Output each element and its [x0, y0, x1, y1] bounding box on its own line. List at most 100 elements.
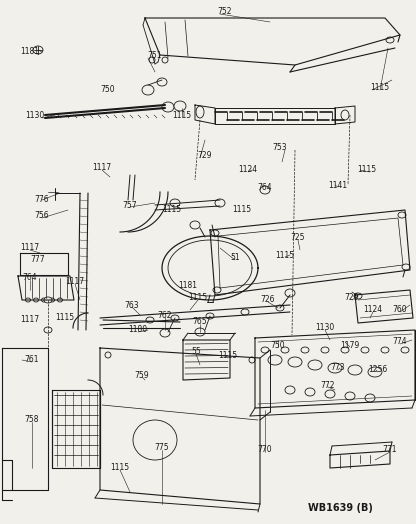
Text: 55: 55 — [191, 347, 201, 356]
Ellipse shape — [386, 37, 394, 43]
Text: 1124: 1124 — [238, 166, 258, 174]
Text: 1130: 1130 — [315, 323, 334, 333]
Text: 1124: 1124 — [364, 305, 383, 314]
Text: 729: 729 — [345, 293, 359, 302]
Ellipse shape — [213, 287, 221, 293]
Text: 752: 752 — [218, 7, 232, 16]
Ellipse shape — [162, 102, 174, 112]
Ellipse shape — [171, 315, 179, 321]
Ellipse shape — [50, 298, 54, 302]
Text: 1115: 1115 — [233, 205, 252, 214]
Text: 1117: 1117 — [20, 244, 40, 253]
Text: 774: 774 — [393, 337, 407, 346]
Text: 1181: 1181 — [178, 280, 198, 289]
Text: 759: 759 — [135, 370, 149, 379]
Ellipse shape — [365, 394, 375, 402]
Ellipse shape — [162, 57, 168, 63]
Ellipse shape — [341, 347, 349, 353]
Text: 1115: 1115 — [110, 464, 129, 473]
Text: 777: 777 — [31, 256, 45, 265]
Ellipse shape — [281, 347, 289, 353]
Ellipse shape — [133, 420, 177, 460]
Ellipse shape — [361, 347, 369, 353]
Text: WB1639 (B): WB1639 (B) — [307, 503, 372, 513]
Ellipse shape — [348, 365, 362, 375]
Text: 764: 764 — [258, 183, 272, 192]
Text: 725: 725 — [291, 234, 305, 243]
Text: 770: 770 — [258, 445, 272, 454]
Ellipse shape — [321, 347, 329, 353]
Ellipse shape — [305, 388, 315, 396]
Text: 753: 753 — [272, 144, 287, 152]
Text: 1115: 1115 — [55, 313, 74, 322]
Text: 1115: 1115 — [275, 250, 295, 259]
Text: 756: 756 — [35, 212, 50, 221]
Text: 750: 750 — [101, 85, 115, 94]
Text: 776: 776 — [35, 195, 50, 204]
Text: 764: 764 — [23, 274, 37, 282]
Ellipse shape — [44, 327, 52, 333]
Text: 729: 729 — [198, 150, 212, 159]
Text: 1256: 1256 — [369, 366, 388, 375]
Ellipse shape — [149, 57, 155, 63]
Ellipse shape — [57, 298, 62, 302]
Text: 773: 773 — [331, 364, 345, 373]
Ellipse shape — [288, 357, 302, 367]
Ellipse shape — [195, 328, 205, 336]
Ellipse shape — [261, 347, 269, 353]
Ellipse shape — [215, 199, 225, 207]
Ellipse shape — [196, 106, 204, 118]
Text: 772: 772 — [321, 380, 335, 389]
Ellipse shape — [325, 390, 335, 398]
Ellipse shape — [398, 212, 406, 218]
Text: 763: 763 — [125, 300, 139, 310]
Text: 758: 758 — [25, 416, 39, 424]
Text: 750: 750 — [271, 341, 285, 350]
Text: 1115: 1115 — [173, 111, 191, 119]
Text: 1117: 1117 — [20, 315, 40, 324]
Ellipse shape — [381, 347, 389, 353]
Text: 751: 751 — [148, 50, 162, 60]
Ellipse shape — [368, 367, 382, 377]
Text: 51: 51 — [230, 254, 240, 263]
Text: 1115: 1115 — [188, 293, 208, 302]
Text: 1181: 1181 — [20, 48, 40, 57]
Text: 1115: 1115 — [357, 166, 376, 174]
Text: 765: 765 — [193, 318, 207, 326]
Ellipse shape — [308, 360, 322, 370]
Ellipse shape — [157, 78, 167, 86]
Ellipse shape — [190, 221, 200, 229]
Text: 726: 726 — [261, 296, 275, 304]
Ellipse shape — [402, 264, 410, 270]
Ellipse shape — [25, 298, 30, 302]
Ellipse shape — [401, 347, 409, 353]
Ellipse shape — [44, 297, 52, 303]
Ellipse shape — [276, 305, 284, 311]
Text: 1115: 1115 — [370, 83, 389, 93]
Ellipse shape — [285, 289, 295, 297]
Text: 1117: 1117 — [65, 278, 84, 287]
Text: 762: 762 — [158, 311, 172, 320]
Text: 771: 771 — [383, 445, 397, 454]
Ellipse shape — [105, 352, 111, 358]
Ellipse shape — [211, 230, 219, 236]
Ellipse shape — [42, 298, 47, 302]
Ellipse shape — [268, 355, 282, 365]
Text: 1180: 1180 — [129, 325, 148, 334]
Ellipse shape — [206, 313, 214, 319]
Ellipse shape — [33, 46, 43, 54]
Ellipse shape — [241, 309, 249, 315]
Text: 1141: 1141 — [329, 180, 347, 190]
Text: 761: 761 — [25, 355, 39, 365]
Ellipse shape — [160, 329, 170, 337]
Ellipse shape — [142, 85, 154, 95]
Text: 760: 760 — [393, 305, 407, 314]
Ellipse shape — [328, 363, 342, 373]
Ellipse shape — [260, 186, 270, 194]
Text: 775: 775 — [155, 443, 169, 453]
Text: 1115: 1115 — [218, 352, 238, 361]
Ellipse shape — [249, 357, 255, 363]
Text: 757: 757 — [123, 201, 137, 210]
Ellipse shape — [174, 101, 186, 111]
Ellipse shape — [285, 386, 295, 394]
